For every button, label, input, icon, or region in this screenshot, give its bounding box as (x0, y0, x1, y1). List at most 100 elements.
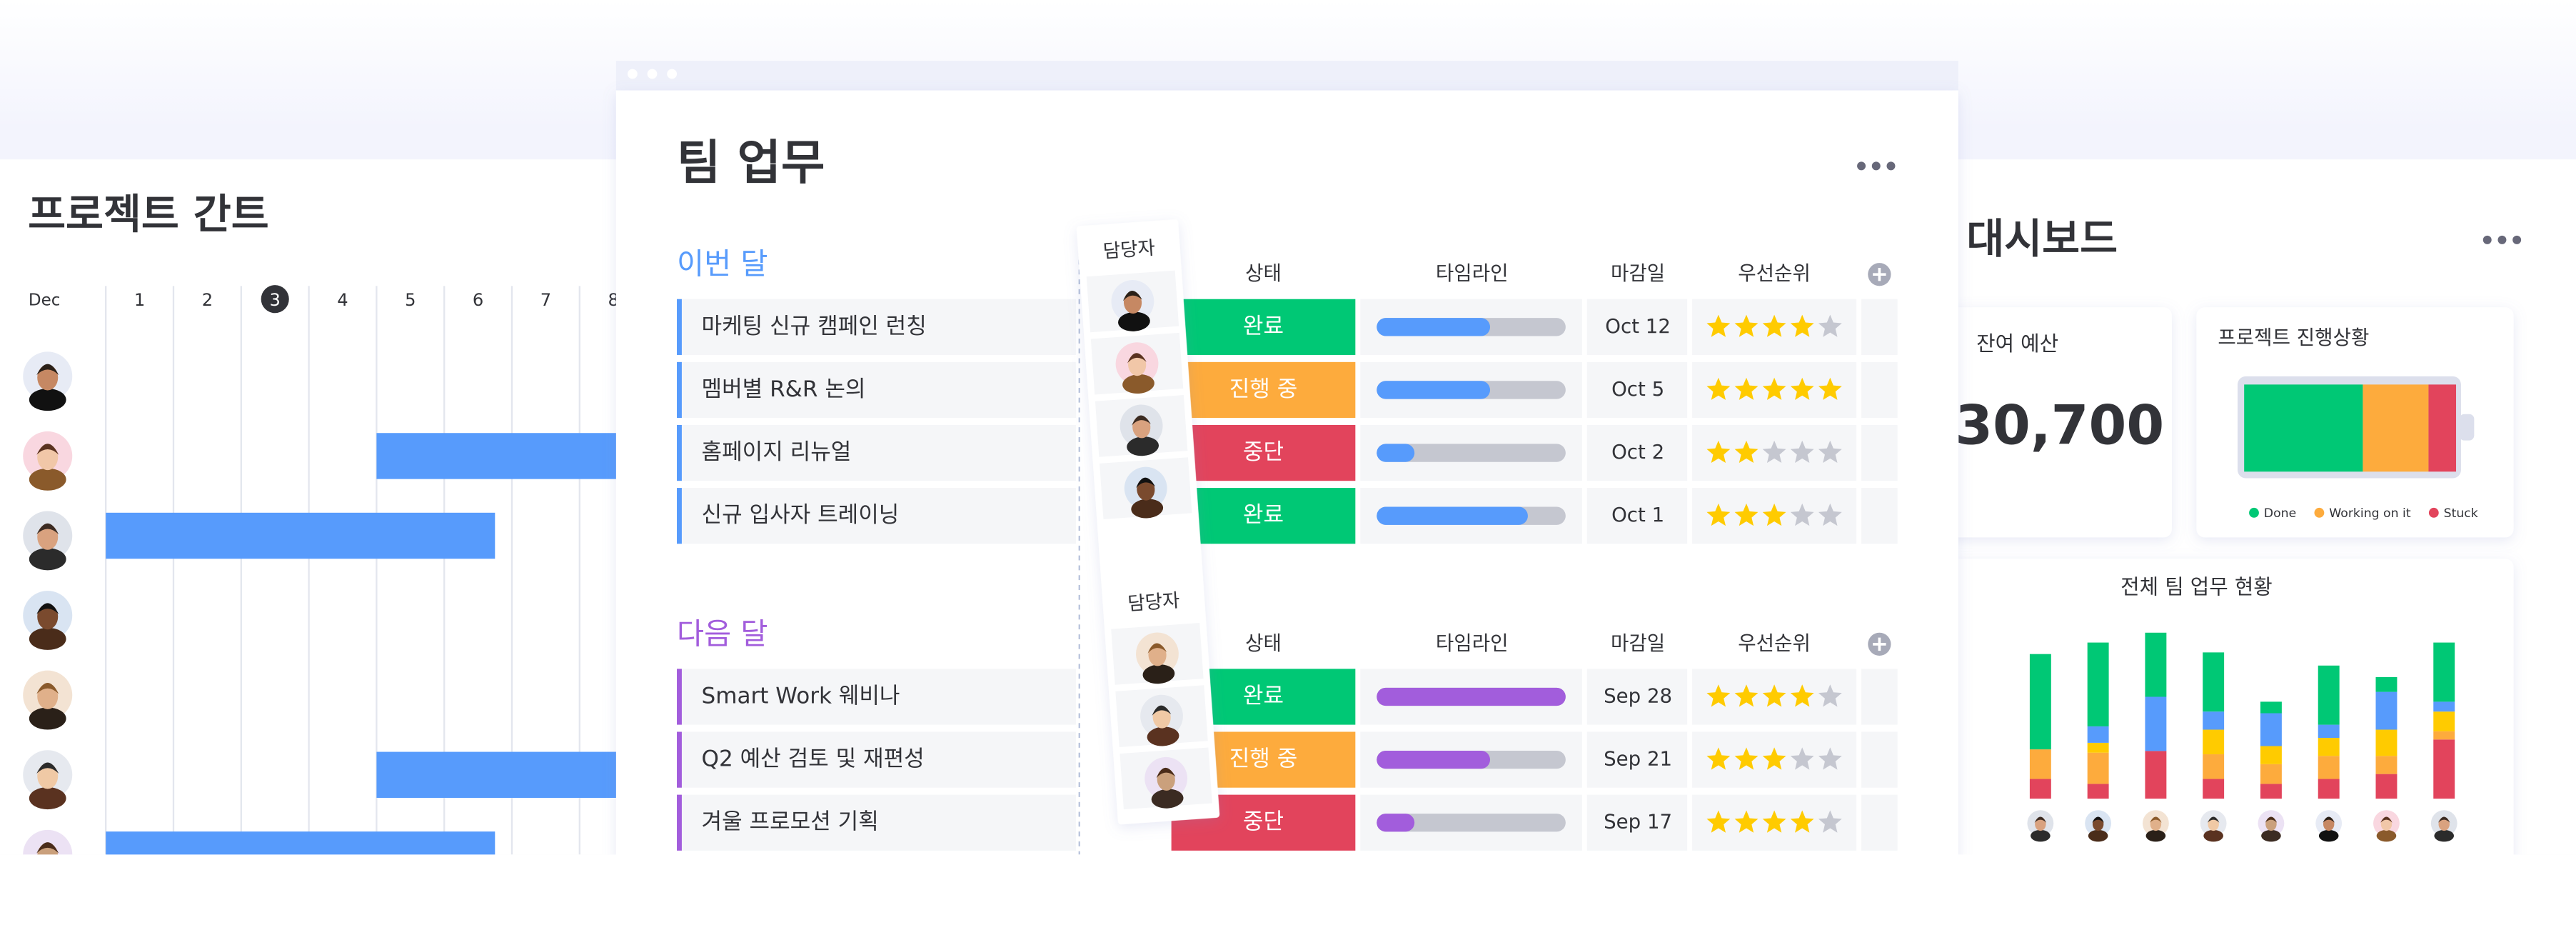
progress-segment (2244, 384, 2363, 472)
team-bar-segment (2433, 642, 2455, 702)
gantt-day: 6 (473, 290, 483, 310)
priority-stars (1706, 810, 1842, 833)
timeline-fill (1377, 687, 1566, 706)
avatar-face (1152, 706, 1171, 729)
avatar-body (29, 627, 66, 650)
avatar-body (29, 548, 66, 571)
timeline-fill (1377, 318, 1491, 336)
star (1706, 810, 1731, 833)
window-dot (667, 69, 678, 79)
avatar (2373, 810, 2400, 842)
add-column-plus (1873, 637, 1886, 651)
add-column-plus (1873, 268, 1886, 281)
avatar-face (37, 364, 59, 391)
team-bar-segment (2375, 676, 2398, 692)
priority-stars (1706, 314, 1842, 337)
avatar-face (2323, 816, 2335, 831)
avatar-body (2376, 829, 2397, 842)
star (1818, 747, 1842, 770)
team-bar-segment (2433, 701, 2455, 712)
item-cell (677, 669, 1077, 725)
item-cell (677, 424, 1077, 481)
avatar-body (29, 389, 66, 411)
column-header: 우선순위 (1738, 261, 1811, 285)
avatar (23, 670, 73, 730)
group-color-bar (677, 488, 682, 544)
avatar-face (2150, 816, 2162, 831)
avatar-hair (36, 444, 59, 455)
status-label: 완료 (1243, 502, 1284, 528)
avatar-body (1127, 436, 1159, 456)
team-bar-segment (2029, 749, 2051, 779)
gantt-day: 4 (337, 290, 348, 310)
gantt-panel (0, 159, 625, 855)
timeline-fill (1377, 814, 1415, 832)
team-bar-segment (2260, 784, 2282, 799)
star (1706, 747, 1731, 770)
status-label: 진행 중 (1229, 376, 1298, 402)
team-bar-segment (2087, 752, 2109, 784)
item-name: 홈페이지 리뉴얼 (702, 439, 852, 465)
team-bar-segment (2145, 632, 2167, 697)
star (1734, 314, 1759, 337)
star (1706, 684, 1731, 707)
group-color-bar (677, 731, 682, 788)
star (1762, 503, 1786, 526)
star (1762, 747, 1786, 770)
avatar (23, 431, 73, 491)
gantt-bar (376, 751, 648, 798)
avatar-hair (36, 523, 59, 535)
star (1706, 503, 1731, 526)
status-label: 완료 (1243, 314, 1284, 339)
team-bar-segment (2260, 746, 2282, 764)
team-bar-segment (2087, 642, 2109, 726)
avatar-face (1132, 416, 1151, 439)
due-date: Oct 2 (1611, 440, 1664, 464)
due-date: Sep 17 (1604, 810, 1672, 834)
due-cell (1586, 299, 1688, 355)
avatar-face (2035, 816, 2046, 831)
more-dot (2497, 235, 2507, 244)
gantt-day: 3 (270, 290, 281, 310)
gantt-title: 프로젝트 간트 (28, 190, 269, 238)
avatar-hair (1122, 291, 1142, 301)
priority-stars (1706, 377, 1842, 400)
extra-cell (1861, 731, 1898, 788)
avatar-face (1123, 291, 1142, 314)
avatar (1111, 280, 1154, 331)
board-title: 팀 업무 (677, 134, 825, 190)
avatar-hair (1127, 353, 1147, 364)
legend-dot (2428, 507, 2439, 518)
due-date: Oct 5 (1611, 377, 1664, 401)
avatar-face (37, 444, 59, 471)
avatar-body (2031, 829, 2051, 842)
avatar-body (1131, 499, 1164, 519)
star (1762, 377, 1786, 400)
due-date: Oct 1 (1611, 503, 1664, 526)
status-cell (1171, 299, 1356, 355)
avatar-face (2208, 816, 2219, 831)
due-cell (1586, 488, 1688, 544)
extra-cell (1861, 794, 1898, 851)
group-color-bar (677, 361, 682, 419)
avatar-face (2380, 816, 2393, 831)
legend-label: Done (2264, 506, 2296, 521)
avatar (1124, 466, 1167, 519)
group-color-bar (677, 794, 682, 851)
avatar-body (2261, 829, 2281, 842)
window-dot (647, 69, 658, 79)
star (1818, 503, 1842, 526)
gantt-bar (376, 433, 648, 479)
team-bar-segment (2433, 731, 2455, 740)
avatar-face (1148, 644, 1167, 666)
timeline-fill (1377, 750, 1491, 769)
column-header: 상태 (1245, 261, 1282, 285)
timeline-fill (1377, 506, 1528, 525)
item-name: Smart Work 웨비나 (702, 683, 900, 709)
team-bar-segment (2145, 751, 2167, 799)
status-label: 중단 (1243, 809, 1284, 835)
avatar-hair (1147, 643, 1167, 654)
avatar (23, 591, 73, 650)
budget-card (1948, 307, 2172, 538)
due-cell (1586, 731, 1688, 788)
